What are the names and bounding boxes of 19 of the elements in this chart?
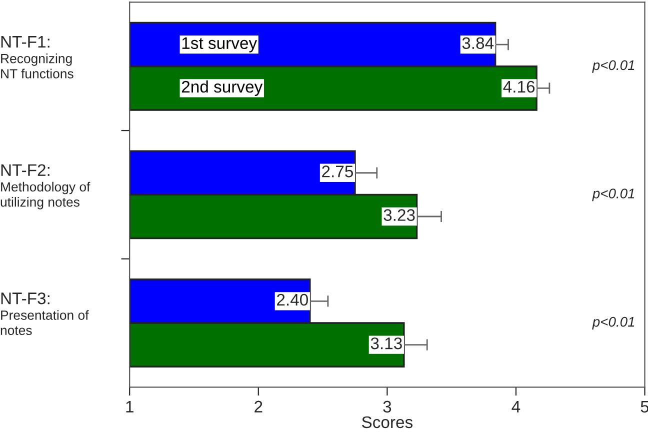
x-tick-label: 4 (512, 400, 520, 412)
annotation: p<0.01 (592, 188, 634, 202)
data-label: 2.40 (277, 294, 308, 306)
x-tick-label: 1 (126, 400, 134, 412)
series-label: 2nd survey (182, 80, 263, 96)
data-label: 4.16 (503, 80, 535, 93)
data-label: 2.75 (322, 166, 353, 178)
data-label: 3.84 (462, 37, 494, 50)
y-tick-label: NT-F3: Presentation of notes (0, 292, 89, 336)
data-label: 3.13 (370, 337, 402, 350)
y-tick-label: NT-F2: Methodology of utilizing notes (0, 164, 90, 210)
x-axis-title: Scores (362, 416, 413, 428)
x-tick-label: 2 (254, 400, 262, 412)
x-tick-label: 3 (383, 400, 392, 413)
y-tick-label: NT-F1: Recognizing NT functions (1, 36, 74, 78)
data-label: 3.23 (384, 209, 415, 221)
annotation: p<0.01 (592, 60, 634, 73)
series-label: 1st survey (182, 37, 258, 52)
annotation: p<0.01 (592, 316, 634, 330)
